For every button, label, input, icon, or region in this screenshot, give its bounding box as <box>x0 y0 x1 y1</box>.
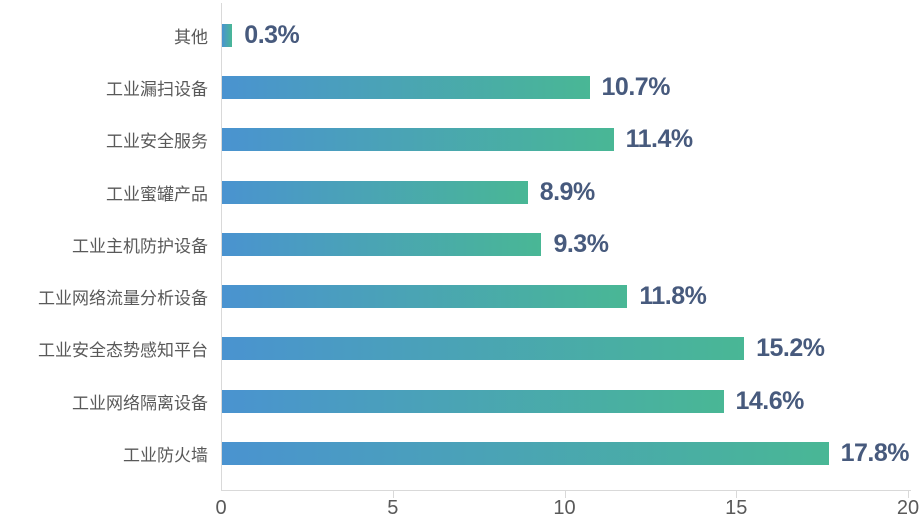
bar-row: 工业网络流量分析设备 11.8% <box>0 270 924 322</box>
bar-area: 14.6% <box>222 386 909 415</box>
x-tick-mark <box>736 490 738 498</box>
category-label: 其他 <box>174 27 208 47</box>
bar <box>222 75 590 99</box>
x-tick-label: 0 <box>215 497 227 519</box>
bar-row: 工业主机防护设备 9.3% <box>0 218 924 270</box>
value-label: 15.2% <box>756 334 825 363</box>
y-axis-line <box>221 3 222 490</box>
bar-area: 15.2% <box>222 334 909 363</box>
value-label: 17.8% <box>840 439 910 468</box>
category-label: 工业主机防护设备 <box>72 236 208 256</box>
x-tick-mark <box>564 490 566 498</box>
value-label: 11.4% <box>625 125 694 154</box>
value-label: 14.6% <box>735 386 805 415</box>
category-label: 工业蜜罐产品 <box>106 184 208 204</box>
bar-row: 其他 0.3% <box>0 9 924 61</box>
bar <box>222 128 614 152</box>
x-tick-label: 15 <box>725 497 748 519</box>
bar <box>222 23 233 47</box>
bar-area: 17.8% <box>222 439 910 468</box>
category-label: 工业安全服务 <box>106 132 208 152</box>
bar <box>222 285 628 309</box>
x-tick-mark <box>392 490 394 498</box>
bar-rows: 其他 0.3% 工业漏扫设备 10.7% 工业安全服务 11.4% 工业蜜罐产品… <box>0 9 924 480</box>
bar-row: 工业网络隔离设备 14.6% <box>0 375 924 427</box>
value-label: 9.3% <box>553 229 609 258</box>
bar <box>222 337 745 361</box>
category-label: 工业网络隔离设备 <box>72 393 208 413</box>
x-tick-label: 20 <box>896 497 920 519</box>
value-label: 10.7% <box>601 72 671 101</box>
bar-area: 8.9% <box>222 177 909 206</box>
value-label: 0.3% <box>244 20 300 49</box>
bar <box>222 389 724 413</box>
x-tick-label: 10 <box>553 497 576 519</box>
category-label: 工业漏扫设备 <box>106 79 208 99</box>
category-label: 工业网络流量分析设备 <box>38 289 208 309</box>
bar-row: 工业安全态势感知平台 15.2% <box>0 323 924 375</box>
bar <box>222 442 829 466</box>
x-tick-mark <box>908 490 909 498</box>
x-tick-label: 5 <box>387 497 399 519</box>
category-label: 工业防火墙 <box>123 446 208 466</box>
bar-row: 工业安全服务 11.4% <box>0 114 924 166</box>
value-label: 11.8% <box>639 282 707 311</box>
bar-row: 工业防火墙 17.8% <box>0 427 924 479</box>
bar-area: 11.4% <box>222 125 909 154</box>
bar-area: 11.8% <box>222 282 909 311</box>
bar <box>222 180 528 204</box>
category-label: 工业安全态势感知平台 <box>38 341 208 361</box>
bar <box>222 232 542 256</box>
bar-area: 10.7% <box>222 72 909 101</box>
value-label: 8.9% <box>539 177 595 206</box>
x-axis-line <box>221 490 911 491</box>
bar-row: 工业漏扫设备 10.7% <box>0 61 924 113</box>
bar-area: 0.3% <box>222 20 909 49</box>
bar-row: 工业蜜罐产品 8.9% <box>0 166 924 218</box>
bar-area: 9.3% <box>222 229 909 258</box>
